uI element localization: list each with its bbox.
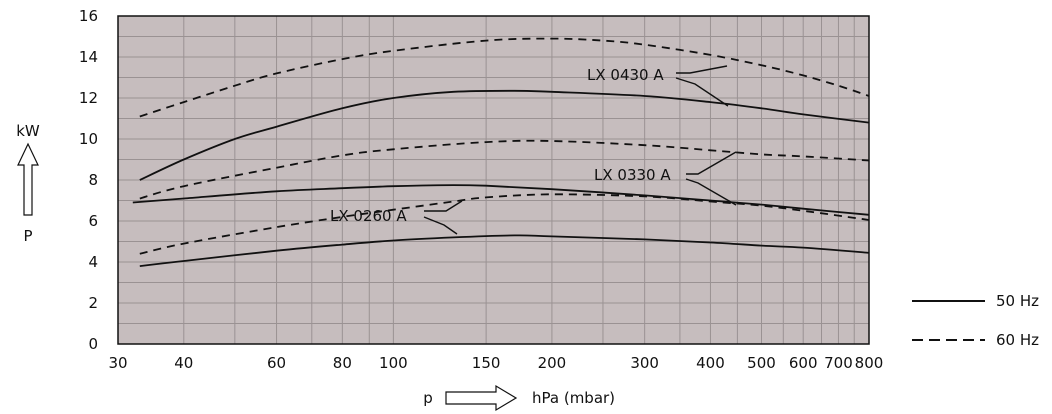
y-tick-label: 6 [88,212,98,230]
series-line-lx-0260-a-50hz [139,234,870,267]
y-axis-unit: kW [16,122,40,140]
x-tick-label: 40 [174,354,193,372]
x-axis-unit: hPa (mbar) [532,389,615,407]
y-tick-label: 4 [88,253,98,271]
x-tick-label: 400 [696,354,725,372]
curve-label-leader [676,65,728,74]
x-tick-label: 150 [472,354,501,372]
x-tick-label: 80 [333,354,352,372]
x-tick-label: 200 [538,354,567,372]
x-axis-symbol: p [423,389,433,407]
series-line-lx-0260-a-60hz [139,193,870,255]
plot-frame [117,15,870,345]
x-tick-labels: 30 40 60 80 100 150 200 300 400 500 600 700 800 [108,354,883,372]
y-tick-label: 12 [79,89,98,107]
y-tick-label: 14 [79,48,98,66]
curve-label-leader [424,200,463,212]
grid [117,15,870,345]
y-axis-arrow [17,142,39,216]
y-tick-labels: 0 2 4 6 8 10 12 14 16 [79,7,98,353]
x-tick-label: 100 [379,354,408,372]
curve-annotations: LX 0430 A LX 0330 A LX 0260 A [330,65,737,235]
x-tick-label: 700 [824,354,853,372]
curve-label: LX 0260 A [330,207,407,225]
x-tick-label: 800 [855,354,884,372]
y-axis-symbol: P [23,227,32,245]
x-tick-label: 300 [630,354,659,372]
curve-label-leader [675,77,729,107]
y-tick-label: 16 [79,7,98,25]
y-tick-label: 0 [88,335,98,353]
y-tick-label: 8 [88,171,98,189]
series-line-lx-0430-a-60hz [139,37,870,118]
curve-label: LX 0330 A [594,166,671,184]
y-tick-label: 2 [88,294,98,312]
x-tick-label: 60 [267,354,286,372]
legend-label-60hz: 60 Hz [996,331,1039,349]
series-line-lx-0330-a-60hz [139,139,870,200]
curve-label-leader [423,216,458,235]
legend-label-50hz: 50 Hz [996,292,1039,310]
x-axis-arrow [445,384,518,412]
y-tick-label: 10 [79,130,98,148]
x-tick-label: 500 [747,354,776,372]
x-tick-label: 600 [789,354,818,372]
series-line-lx-0330-a-50hz [132,184,870,216]
curve-label: LX 0430 A [587,66,664,84]
curve-label-leader [685,178,737,206]
series-line-lx-0430-a-50hz [139,89,870,181]
series-lines [132,37,870,267]
x-tick-label: 30 [108,354,127,372]
legend: 50 Hz 60 Hz [912,292,1039,349]
curve-label-leader [686,151,737,175]
